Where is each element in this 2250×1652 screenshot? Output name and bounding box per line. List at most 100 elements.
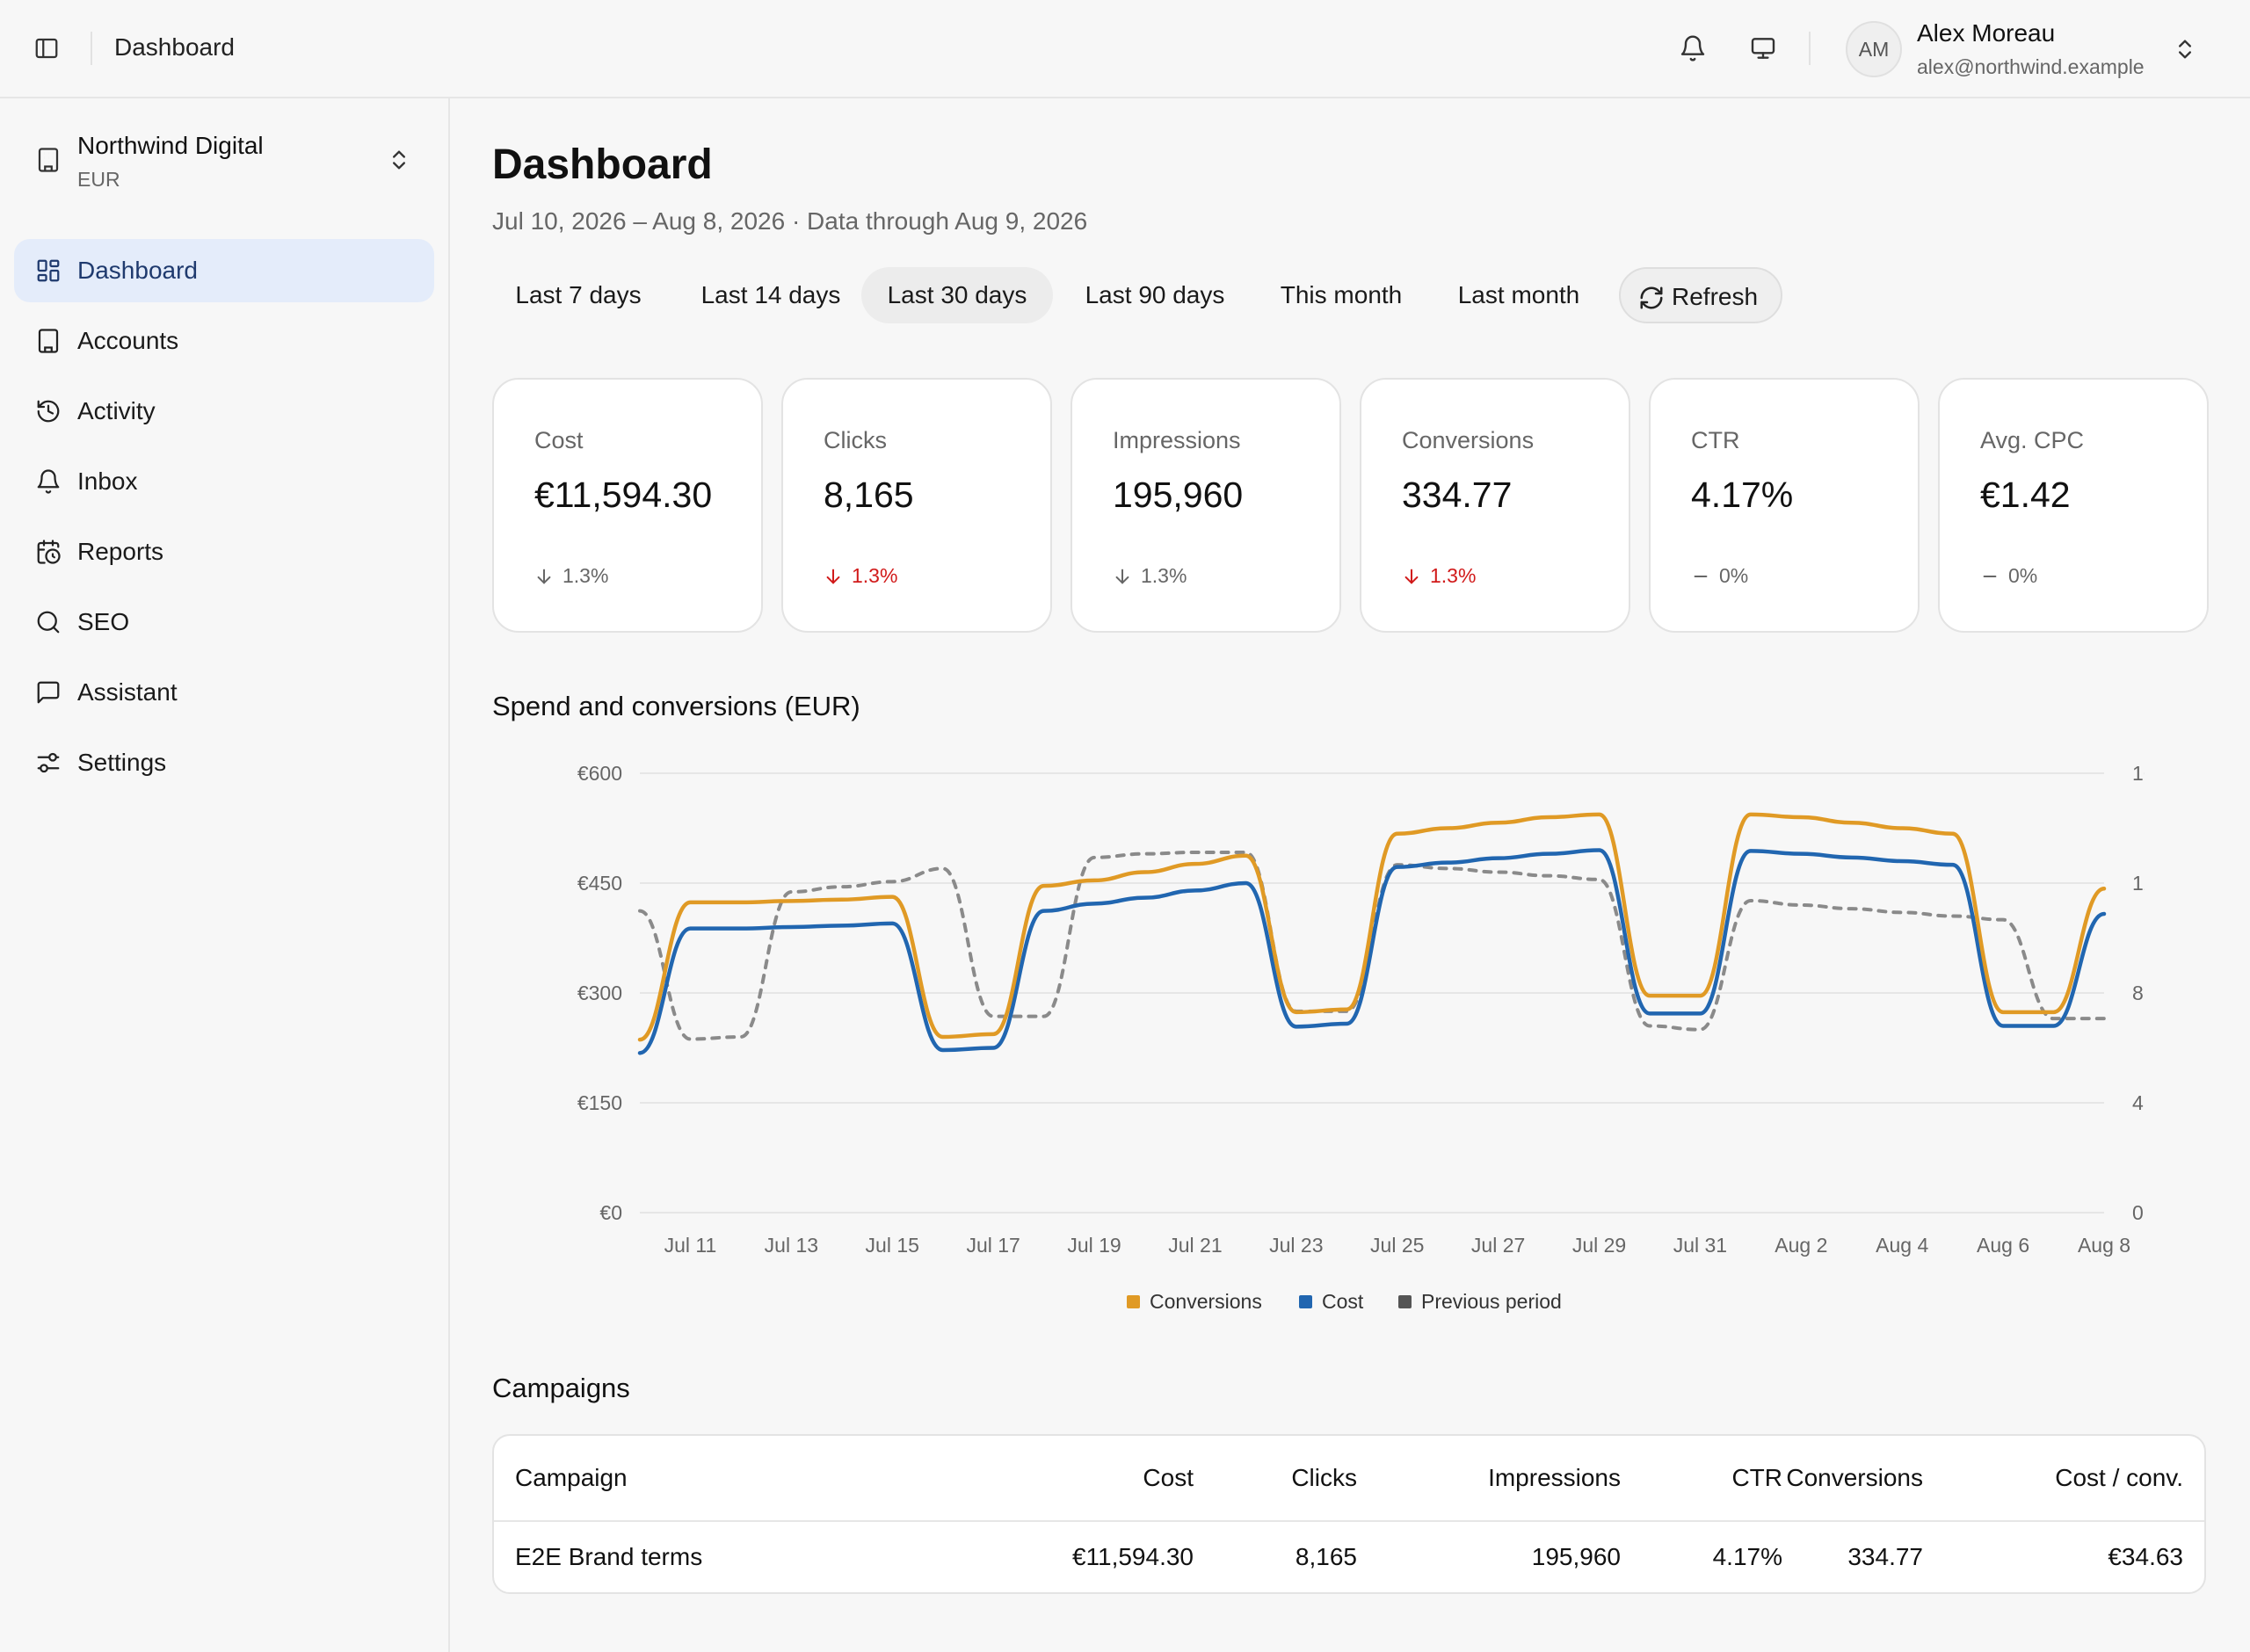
kpi-label: CTR (1691, 427, 1740, 453)
page-title: Dashboard (492, 141, 713, 188)
y-right-tick-label: 0 (2132, 1201, 2144, 1224)
sidebar-item-inbox[interactable]: Inbox (14, 450, 434, 513)
x-tick-label: Jul 11 (664, 1234, 717, 1257)
kpi-card-conversions: Conversions 334.77 1.3% (1360, 378, 1630, 633)
arrow-down-icon (537, 569, 551, 583)
kpi-delta-value: 1.3% (1141, 564, 1187, 587)
y-left-tick-label: €300 (577, 982, 622, 1004)
sidebar-item-settings[interactable]: Settings (14, 731, 434, 794)
refresh-label: Refresh (1672, 283, 1759, 310)
campaigns-table: Campaign Cost Clicks Impressions CTR Con… (492, 1434, 2206, 1594)
y-left-tick-label: €600 (577, 762, 622, 785)
kpi-delta: 1.3% (1113, 564, 1187, 588)
table-header: Campaign Cost Clicks Impressions CTR Con… (494, 1436, 2204, 1522)
column-header-cost-per-conv[interactable]: Cost / conv. (2055, 1464, 2183, 1491)
kpi-card-avg-cpc: Avg. CPC €1.42 0% (1938, 378, 2209, 633)
sidebar-item-label: Dashboard (77, 257, 198, 284)
cell-cost-per-conv: €34.63 (2108, 1543, 2183, 1570)
refresh-icon (1640, 286, 1663, 309)
range-last-30-days-button[interactable]: Last 30 days (861, 267, 1053, 323)
divider (1809, 32, 1811, 65)
column-header-impressions[interactable]: Impressions (1488, 1464, 1621, 1491)
legend-swatch (1398, 1295, 1412, 1308)
kpi-delta-value: 1.3% (852, 564, 898, 587)
calendar-clock-icon (37, 540, 61, 564)
y-right-tick-label: 12 (2132, 872, 2145, 895)
kpi-card-ctr: CTR 4.17% 0% (1649, 378, 1920, 633)
kpi-label: Cost (534, 427, 584, 453)
x-tick-label: Aug 2 (1775, 1234, 1827, 1257)
cell-impressions: 195,960 (1531, 1543, 1621, 1570)
kpi-value: 8,165 (824, 475, 914, 515)
x-tick-label: Jul 27 (1471, 1234, 1525, 1257)
user-name[interactable]: Alex Moreau (1917, 19, 2056, 47)
column-header-conversions[interactable]: Conversions (1786, 1464, 1923, 1491)
x-tick-label: Jul 19 (1067, 1234, 1121, 1257)
cell-ctr: 4.17% (1712, 1543, 1782, 1570)
x-tick-label: Jul 17 (966, 1234, 1020, 1257)
range-last-14-days-button[interactable]: Last 14 days (700, 281, 841, 308)
sidebar-toggle-icon[interactable] (33, 35, 60, 62)
column-header-clicks[interactable]: Clicks (1291, 1464, 1357, 1491)
org-name[interactable]: Northwind Digital (77, 132, 264, 159)
kpi-card-impressions: Impressions 195,960 1.3% (1071, 378, 1341, 633)
dashboard-icon (37, 259, 60, 282)
sidebar-item-accounts[interactable]: Accounts (14, 309, 434, 373)
avatar[interactable]: AM (1846, 21, 1902, 77)
y-left-tick-label: €450 (577, 872, 622, 895)
search-icon (37, 611, 60, 634)
chat-icon (37, 681, 60, 704)
notifications-bell-icon[interactable] (1679, 34, 1707, 62)
y-left-tick-label: €150 (577, 1091, 622, 1114)
arrow-down-icon (1404, 569, 1419, 583)
spend-conversions-chart: €0 0 €150 4 €300 8 €450 12 €600 16 Jul 11 Jul 13 Jul… (577, 762, 2145, 1313)
kpi-card-cost: Cost €11,594.30 1.3% (492, 378, 763, 633)
column-header-campaign[interactable]: Campaign (515, 1464, 628, 1491)
sidebar-item-label: Inbox (77, 467, 138, 495)
kpi-delta-value: 0% (2008, 564, 2038, 587)
sidebar-item-dashboard[interactable]: Dashboard (14, 239, 434, 302)
range-last-7-days-button[interactable]: Last 7 days (515, 281, 642, 308)
sidebar-item-reports[interactable]: Reports (14, 520, 434, 583)
sidebar-item-seo[interactable]: SEO (14, 591, 434, 654)
column-header-ctr[interactable]: CTR (1731, 1464, 1782, 1491)
kpi-label: Conversions (1402, 427, 1535, 453)
arrow-down-icon (1115, 569, 1129, 583)
kpi-delta: 1.3% (824, 564, 897, 588)
x-tick-label: Jul 31 (1673, 1234, 1727, 1257)
sidebar-item-label: Activity (77, 397, 156, 424)
bell-icon (37, 469, 60, 494)
x-tick-label: Jul 15 (866, 1234, 919, 1257)
sidebar-item-activity[interactable]: Activity (14, 380, 434, 443)
breadcrumb: Dashboard (114, 33, 235, 61)
org-currency: EUR (77, 168, 120, 191)
building-icon (38, 329, 59, 353)
x-tick-label: Aug 8 (2078, 1234, 2130, 1257)
legend-swatch (1299, 1295, 1312, 1308)
y-right-tick-label: 16 (2132, 762, 2145, 785)
series-line-conversions (637, 812, 2107, 1042)
x-tick-label: Jul 23 (1269, 1234, 1323, 1257)
user-email[interactable]: alex@northwind.example (1917, 55, 2145, 78)
kpi-value: 4.17% (1691, 475, 1794, 515)
date-range-subtitle: Jul 10, 2026 – Aug 8, 2026 · Data throug… (492, 207, 1088, 235)
chevrons-up-down-icon[interactable] (2173, 35, 2197, 63)
kpi-label: Impressions (1113, 427, 1241, 453)
column-header-cost[interactable]: Cost (1143, 1464, 1194, 1491)
minus-icon (1983, 575, 1997, 577)
legend-swatch (1127, 1295, 1140, 1308)
range-this-month-button[interactable]: This month (1280, 281, 1403, 308)
range-last-month-button[interactable]: Last month (1457, 281, 1580, 308)
chart-title: Spend and conversions (EUR) (492, 691, 860, 721)
kpi-card-clicks: Clicks 8,165 1.3% (781, 378, 1052, 633)
org-switcher-chevrons-icon[interactable] (387, 146, 411, 174)
range-last-90-days-button[interactable]: Last 90 days (1085, 281, 1225, 308)
kpi-value: 334.77 (1402, 475, 1513, 515)
refresh-button[interactable]: Refresh (1619, 267, 1782, 323)
sidebar-item-assistant[interactable]: Assistant (14, 661, 434, 724)
y-right-tick-label: 8 (2132, 982, 2144, 1004)
monitor-icon[interactable] (1749, 34, 1777, 62)
kpi-label: Clicks (824, 427, 887, 453)
series-line-cost (637, 848, 2107, 1055)
cell-campaign[interactable]: E2E Brand terms (515, 1543, 703, 1570)
